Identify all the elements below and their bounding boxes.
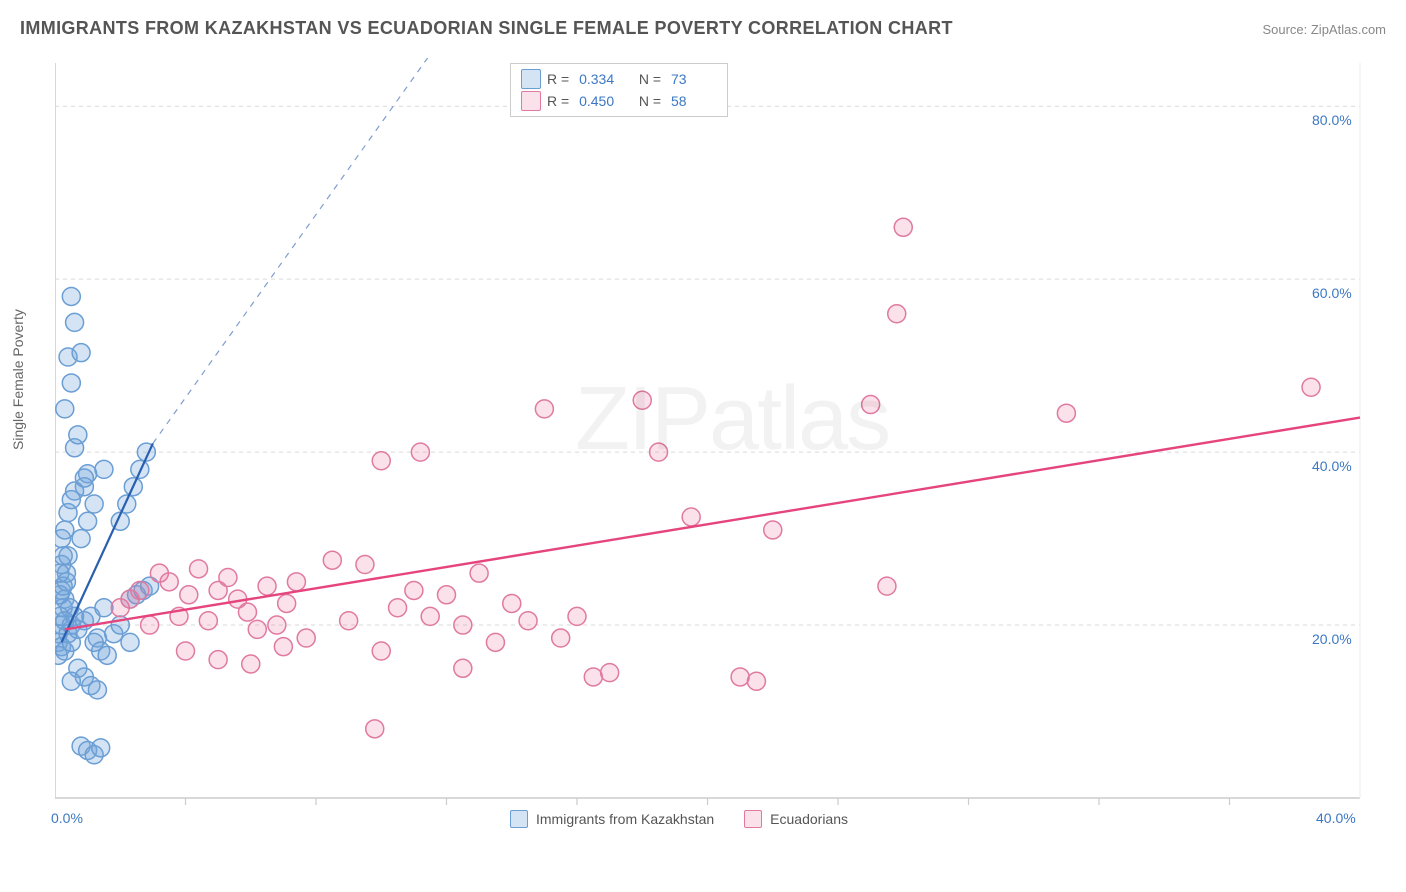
legend-series: Immigrants from Kazakhstan Ecuadorians xyxy=(510,810,848,828)
n-label: N = xyxy=(631,68,665,90)
y-tick-label: 60.0% xyxy=(1312,285,1352,301)
legend-series-item: Ecuadorians xyxy=(744,810,848,828)
x-tick-label: 40.0% xyxy=(1316,810,1356,826)
legend-swatch-icon xyxy=(510,810,528,828)
legend-stat-row: R = 0.334 N = 73 xyxy=(521,68,717,90)
y-axis-label: Single Female Poverty xyxy=(10,309,26,450)
source-attribution: Source: ZipAtlas.com xyxy=(1262,22,1386,37)
legend-swatch-icon xyxy=(521,69,541,89)
legend-series-label: Immigrants from Kazakhstan xyxy=(536,811,714,827)
legend-stat-row: R = 0.450 N = 58 xyxy=(521,90,717,112)
y-tick-label: 20.0% xyxy=(1312,631,1352,647)
legend-series-label: Ecuadorians xyxy=(770,811,848,827)
r-label: R = xyxy=(547,90,573,112)
y-tick-label: 80.0% xyxy=(1312,112,1352,128)
legend-stats: R = 0.334 N = 73R = 0.450 N = 58 xyxy=(510,63,728,117)
correlation-chart: ZIPatlas R = 0.334 N = 73R = 0.450 N = 5… xyxy=(55,58,1375,828)
legend-swatch-icon xyxy=(744,810,762,828)
x-tick-label: 0.0% xyxy=(51,810,83,826)
legend-swatch-icon xyxy=(521,91,541,111)
legend-series-item: Immigrants from Kazakhstan xyxy=(510,810,714,828)
y-tick-label: 40.0% xyxy=(1312,458,1352,474)
chart-canvas xyxy=(55,58,1375,828)
r-value: 0.450 xyxy=(579,90,625,112)
r-value: 0.334 xyxy=(579,68,625,90)
n-value: 58 xyxy=(671,90,717,112)
r-label: R = xyxy=(547,68,573,90)
page-title: IMMIGRANTS FROM KAZAKHSTAN VS ECUADORIAN… xyxy=(20,18,953,39)
n-value: 73 xyxy=(671,68,717,90)
n-label: N = xyxy=(631,90,665,112)
